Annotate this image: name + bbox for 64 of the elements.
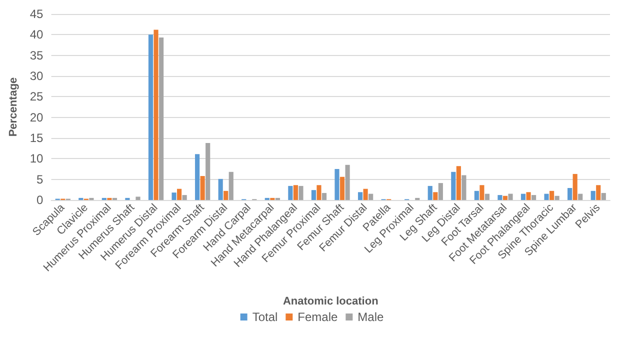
bar [154, 30, 158, 200]
bar [182, 195, 187, 200]
bar [520, 194, 526, 200]
bar [288, 186, 293, 200]
bar [322, 192, 327, 200]
bar [601, 192, 606, 200]
x-axis-title: Anatomic location [282, 296, 379, 308]
bar [206, 142, 210, 200]
bar [177, 188, 182, 200]
bar [438, 183, 443, 200]
bar [218, 178, 223, 200]
bar [158, 38, 164, 200]
bar [136, 196, 140, 200]
bar [544, 194, 549, 200]
bar [172, 192, 176, 200]
bar [316, 185, 322, 200]
bar [428, 186, 432, 200]
legend-label: Total [252, 310, 278, 324]
y-tick-label: 20 [30, 110, 44, 124]
bar [554, 196, 560, 200]
bar [508, 194, 513, 200]
bar [363, 188, 368, 200]
bar [200, 176, 205, 200]
bar [502, 196, 508, 200]
bar [474, 190, 479, 200]
bar [311, 190, 316, 200]
bar [224, 190, 228, 200]
y-tick-label: 15 [30, 131, 44, 145]
bar [433, 192, 438, 200]
y-tick-label: 25 [30, 90, 44, 104]
bar [572, 174, 578, 200]
bar [334, 169, 340, 200]
bar [451, 172, 456, 200]
bar [568, 188, 572, 200]
y-tick-label: 10 [30, 152, 44, 166]
y-tick-label: 30 [30, 69, 44, 83]
legend-label: Female [298, 310, 338, 324]
bar [498, 195, 502, 200]
bar [531, 195, 536, 200]
y-tick-label: 5 [36, 172, 44, 186]
bar [596, 185, 601, 200]
bar [480, 185, 484, 200]
y-tick-label: 40 [30, 28, 44, 42]
y-tick-label: 35 [30, 48, 44, 62]
bar [578, 194, 583, 200]
bar [340, 176, 345, 200]
bar [590, 190, 596, 200]
bar [456, 166, 461, 200]
bar [293, 185, 298, 200]
legend-label: Male [358, 310, 384, 324]
bar [148, 34, 154, 200]
bar [345, 164, 350, 200]
bar [358, 192, 363, 200]
y-axis-title: Percentage [8, 77, 20, 137]
bar [550, 190, 554, 200]
bar [195, 154, 200, 200]
bar [462, 175, 466, 200]
bar [484, 194, 490, 200]
bar [526, 192, 531, 200]
bar [368, 194, 374, 200]
y-tick-label: 45 [30, 7, 44, 21]
bar [228, 172, 234, 200]
bar [298, 186, 304, 200]
y-tick-label: 0 [36, 193, 44, 207]
